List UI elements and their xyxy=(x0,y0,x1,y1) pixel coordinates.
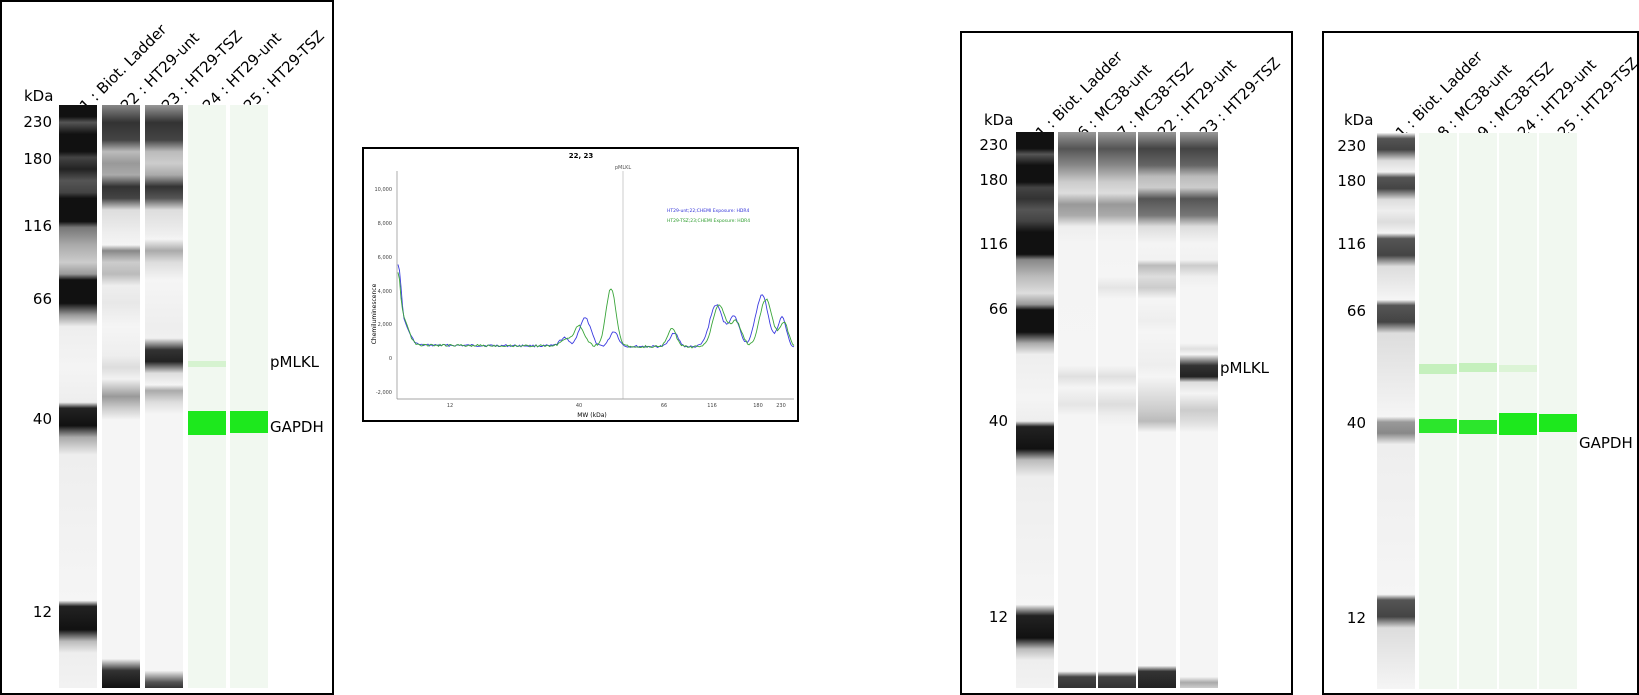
sample-lane-green xyxy=(1499,133,1537,689)
ladder-lane xyxy=(1016,132,1054,688)
y-tick: 6,000 xyxy=(378,255,392,261)
blot-panel-3: kDa 1 : Biot. Ladder 6 : MC38-unt 7 : MC… xyxy=(960,31,1293,695)
kda-label: kDa xyxy=(984,111,1014,129)
x-tick: 230 xyxy=(776,403,786,409)
marker-180: 180 xyxy=(23,150,52,168)
marker-116: 116 xyxy=(979,235,1008,253)
gapdh-annotation: GAPDH xyxy=(270,418,324,436)
marker-230: 230 xyxy=(1337,137,1366,155)
marker-12: 12 xyxy=(988,608,1008,626)
series-line-ht29-tsz xyxy=(397,272,795,349)
y-tick: 2,000 xyxy=(378,322,392,328)
marker-230: 230 xyxy=(979,136,1008,154)
chart-title: 22, 23 xyxy=(569,152,594,160)
x-tick: 40 xyxy=(576,403,582,409)
pmlkl-peak-label: pMLKL xyxy=(615,165,632,171)
marker-12: 12 xyxy=(1346,609,1366,627)
ladder-lane xyxy=(59,105,97,688)
marker-116: 116 xyxy=(1337,235,1366,253)
electropherogram-chart: 22, 23 10,000 8,000 6,000 4,000 2,000 0 … xyxy=(371,152,795,419)
y-tick: 10,000 xyxy=(375,187,393,193)
sample-lane xyxy=(102,105,140,688)
sample-lane-green xyxy=(1419,133,1457,689)
marker-40: 40 xyxy=(988,412,1008,430)
y-axis-label: Chemiluminescence xyxy=(371,283,378,344)
x-tick: 12 xyxy=(447,403,453,409)
sample-lane xyxy=(1098,132,1136,688)
sample-lane xyxy=(1058,132,1096,688)
x-tick: 66 xyxy=(661,403,667,409)
legend-series-1: HT29-unt;22;CHEMI Exposure: HDR4 xyxy=(667,208,749,214)
x-tick: 116 xyxy=(707,403,717,409)
pmlkl-annotation: pMLKL xyxy=(270,353,320,371)
sample-lane-green xyxy=(1539,133,1577,689)
blot-panel-4: kDa 1 : Biot. Ladder 8 : MC38-unt 9 : MC… xyxy=(1322,31,1639,695)
sample-lane xyxy=(1138,132,1176,688)
pmlkl-annotation: pMLKL xyxy=(1220,359,1270,377)
legend-series-2: HT29-TSZ;23;CHEMI Exposure: HDR4 xyxy=(667,218,750,224)
x-tick: 180 xyxy=(753,403,763,409)
marker-180: 180 xyxy=(979,171,1008,189)
marker-40: 40 xyxy=(32,410,52,428)
marker-180: 180 xyxy=(1337,172,1366,190)
kda-label: kDa xyxy=(24,87,54,105)
marker-66: 66 xyxy=(988,300,1008,318)
sample-lane xyxy=(1180,132,1218,688)
marker-230: 230 xyxy=(23,113,52,131)
gapdh-annotation: GAPDH xyxy=(1579,434,1633,452)
y-tick: 4,000 xyxy=(378,289,392,295)
x-axis-label: MW (kDa) xyxy=(577,412,606,419)
sample-lane xyxy=(145,105,183,688)
electropherogram-panel: 22, 23 10,000 8,000 6,000 4,000 2,000 0 … xyxy=(362,147,799,422)
series-line-ht29-unt xyxy=(397,264,795,349)
sample-lane-green xyxy=(188,105,226,688)
sample-lane-green xyxy=(1459,133,1497,689)
marker-66: 66 xyxy=(32,290,52,308)
marker-116: 116 xyxy=(23,217,52,235)
y-tick: 0 xyxy=(389,356,392,362)
marker-66: 66 xyxy=(1346,302,1366,320)
blot-panel-1: kDa 1 : Biot. Ladder 22 : HT29-unt 23 : … xyxy=(0,0,334,695)
y-tick: 8,000 xyxy=(378,221,392,227)
ladder-lane xyxy=(1377,133,1415,689)
sample-lane-green xyxy=(230,105,268,688)
y-tick: -2,000 xyxy=(376,390,392,396)
marker-40: 40 xyxy=(1346,414,1366,432)
marker-12: 12 xyxy=(32,603,52,621)
kda-label: kDa xyxy=(1344,111,1374,129)
